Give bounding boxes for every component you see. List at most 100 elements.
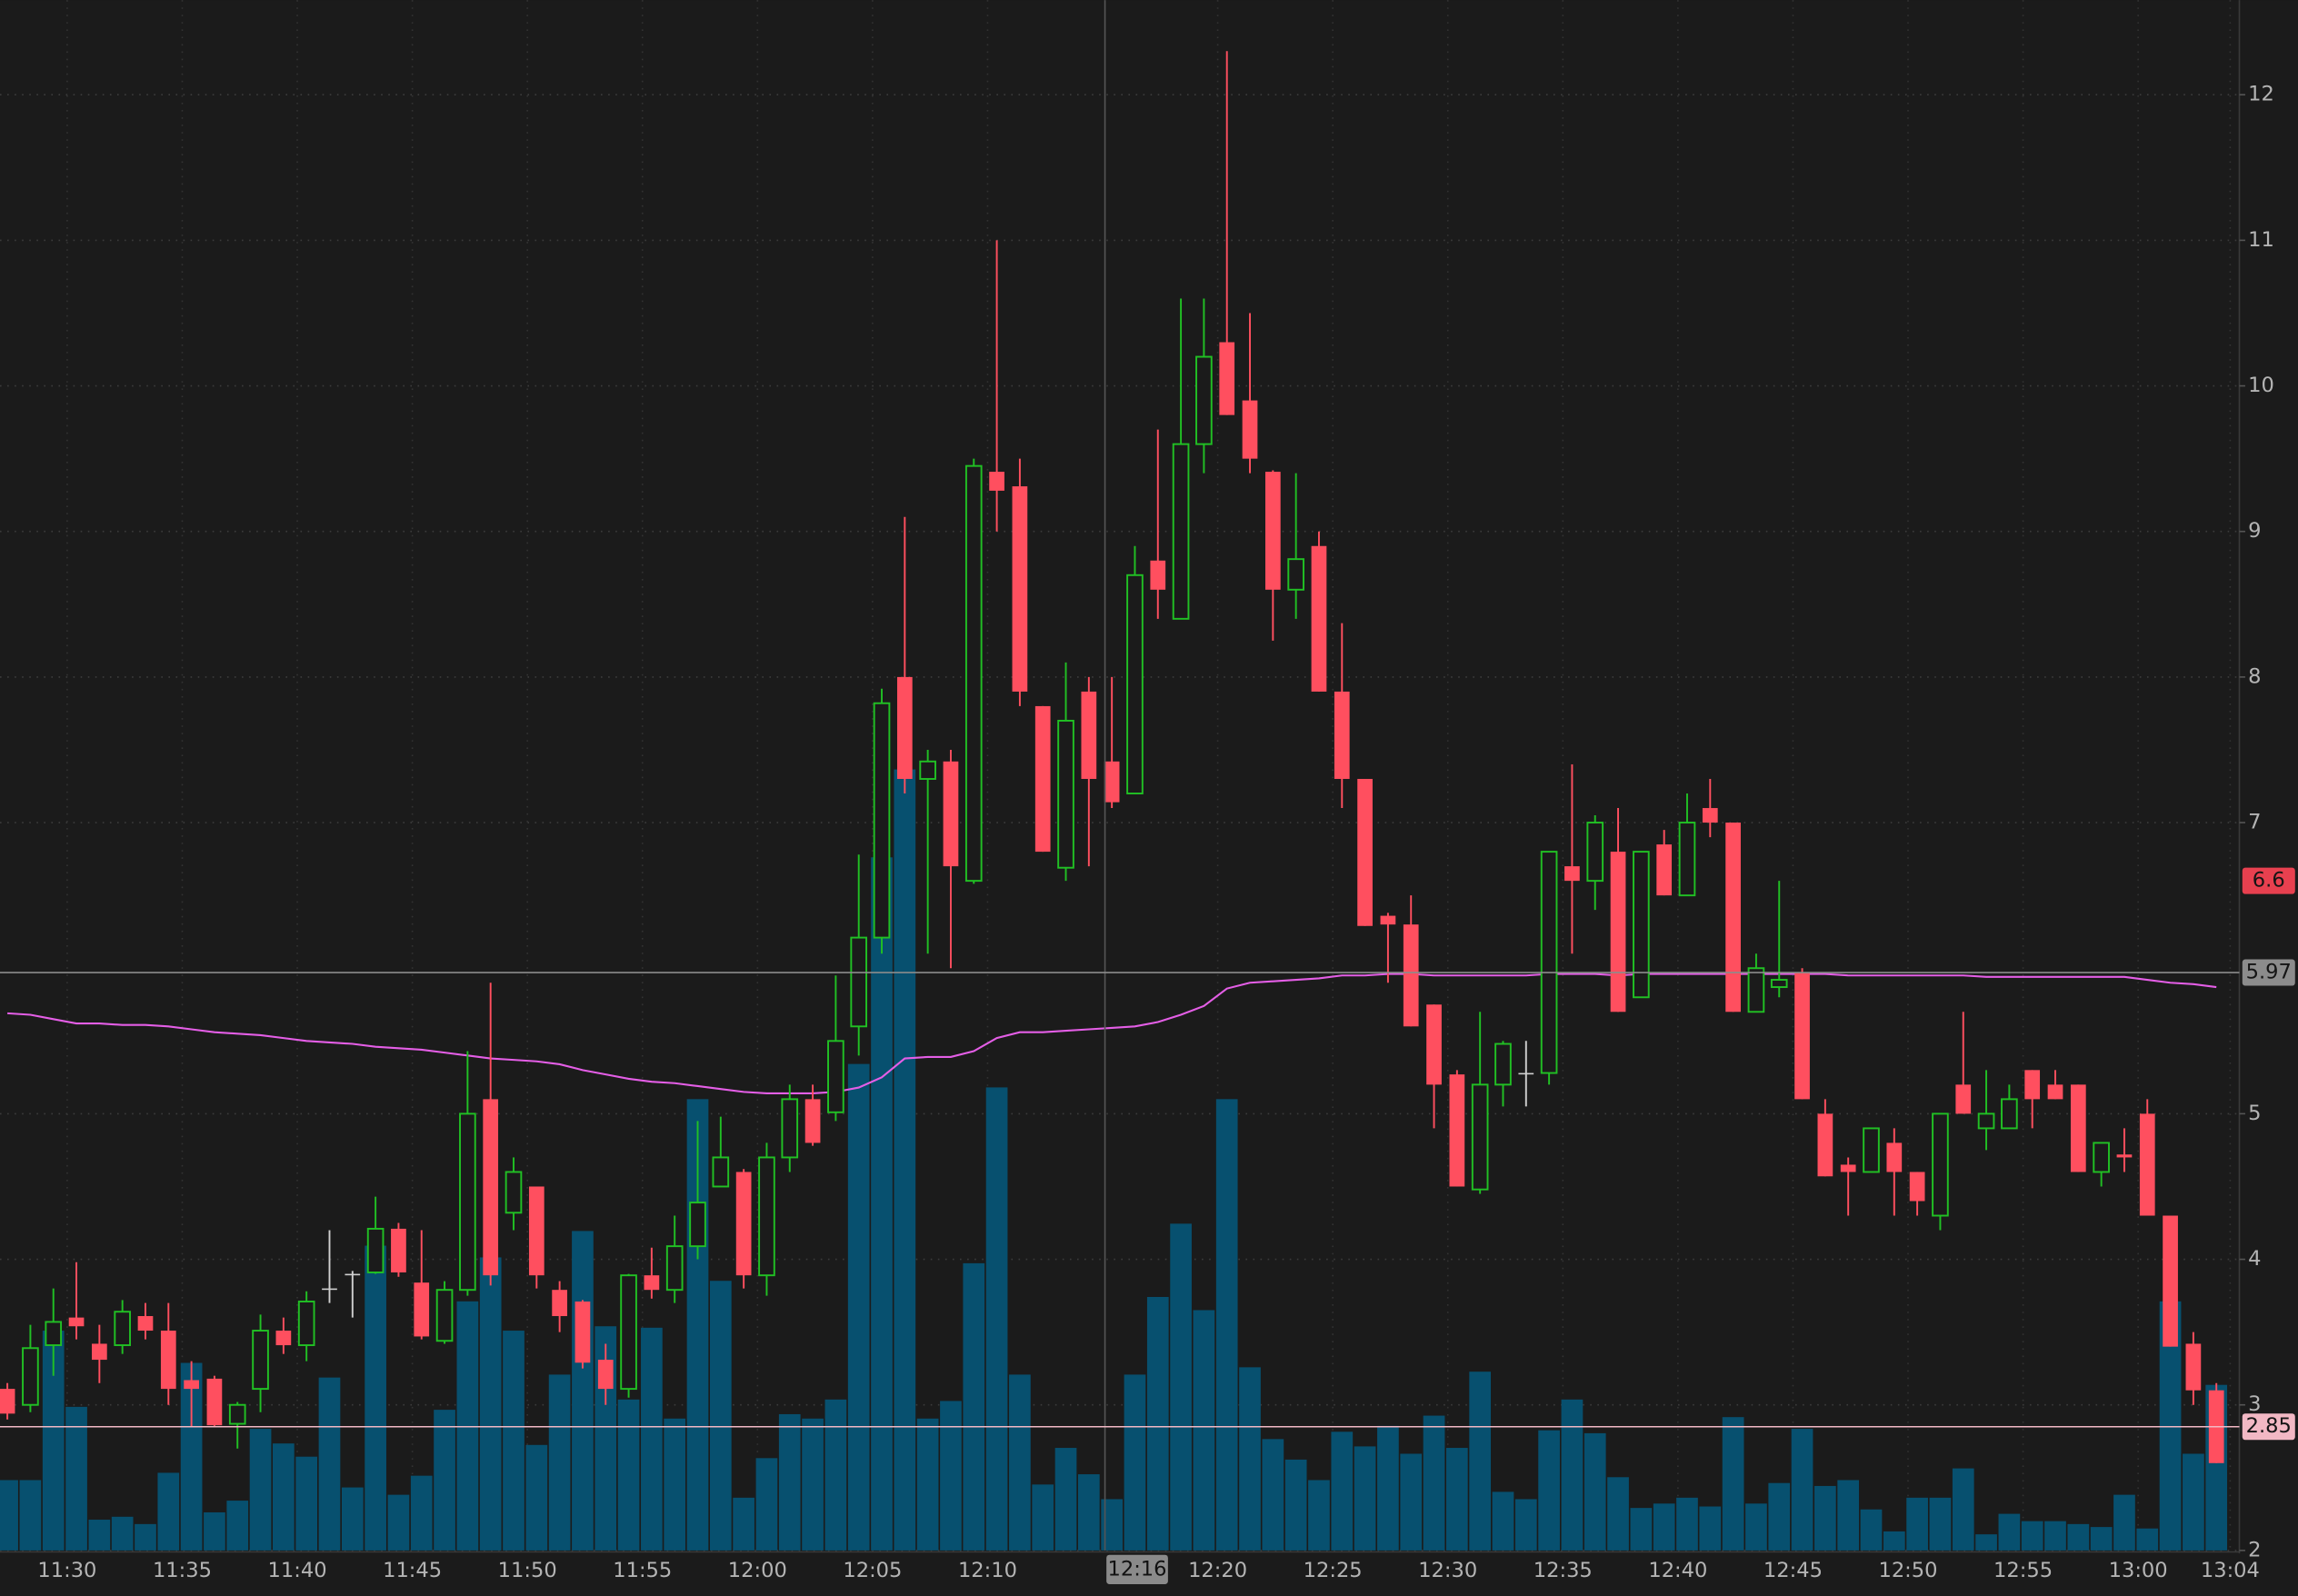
volume-bar <box>1262 1439 1284 1551</box>
volume-bar <box>1308 1480 1330 1551</box>
candle-body <box>1955 1084 1972 1114</box>
volume-bar <box>871 857 893 1551</box>
candle-body <box>528 1186 545 1276</box>
volume-bar <box>1998 1513 2021 1551</box>
y-tick-label: 8 <box>2248 664 2261 688</box>
volume-bar <box>1814 1485 1836 1551</box>
candle-body <box>1678 822 1696 897</box>
candle-body <box>505 1171 523 1214</box>
volume-bar <box>1630 1508 1653 1551</box>
volume-bar <box>2136 1528 2159 1551</box>
candle-body <box>1540 851 1558 1074</box>
candle-body <box>0 1389 15 1414</box>
volume-bar <box>1077 1474 1100 1551</box>
candle-body <box>92 1343 107 1361</box>
candle-body <box>1610 852 1626 1012</box>
volume-bar <box>1929 1497 1952 1551</box>
candle-body <box>1334 691 1350 780</box>
volume-bar <box>1377 1425 1399 1551</box>
candle-body <box>1449 1074 1465 1187</box>
candle-body <box>1863 1127 1880 1173</box>
candle-body <box>1287 558 1304 591</box>
x-tick-label: 12:25 <box>1304 1559 1363 1582</box>
candle-body <box>1126 574 1144 794</box>
x-tick-label: 12:55 <box>1993 1559 2053 1582</box>
candle-body <box>345 1273 361 1276</box>
candle-body <box>322 1288 337 1291</box>
volume-bar <box>1768 1482 1791 1551</box>
candle-body <box>1264 472 1281 590</box>
volume-bar <box>940 1401 962 1551</box>
candle-body <box>459 1112 476 1292</box>
x-tick-label: 12:50 <box>1878 1559 1937 1582</box>
candle-body <box>1034 705 1051 853</box>
volume-bar <box>525 1444 548 1551</box>
volume-bar <box>1469 1372 1492 1551</box>
candle-body <box>712 1156 730 1188</box>
candle-body <box>2024 1070 2041 1100</box>
volume-bar <box>1423 1415 1445 1551</box>
candle-body <box>1656 844 1673 896</box>
volume-bar <box>1215 1099 1238 1551</box>
volume-bar <box>410 1475 433 1551</box>
candle-body <box>1172 443 1190 620</box>
candle-body <box>2163 1215 2178 1347</box>
price-tag-box <box>2242 959 2295 986</box>
candle-body <box>1702 808 1718 823</box>
candle-body <box>574 1302 591 1363</box>
volume-bar <box>1975 1534 1997 1551</box>
price-tag-box <box>2242 867 2295 894</box>
volume-bar <box>1354 1446 1376 1551</box>
candle-body <box>1426 1004 1442 1085</box>
candle-body <box>2185 1343 2202 1391</box>
volume-bar <box>847 1063 870 1551</box>
candle-body <box>1012 486 1028 692</box>
candle-body <box>781 1098 799 1159</box>
volume-bar <box>111 1516 134 1551</box>
volume-bar <box>1791 1429 1813 1551</box>
y-tick-label: 7 <box>2248 811 2261 834</box>
volume-bar <box>135 1523 156 1551</box>
y-tick-label: 10 <box>2248 374 2274 397</box>
volume-bar <box>733 1497 754 1551</box>
candle-body <box>804 1099 821 1143</box>
volume-bar <box>1009 1374 1031 1551</box>
candle-body <box>1357 779 1373 926</box>
volume-bar <box>19 1480 42 1551</box>
volume-bar <box>894 769 916 1551</box>
candle-body <box>435 1289 454 1342</box>
candle-body <box>1494 1042 1512 1086</box>
x-tick-label: 11:45 <box>383 1559 442 1582</box>
candle-body <box>964 464 983 883</box>
candle-body <box>2047 1084 2063 1100</box>
candle-body <box>1057 719 1074 869</box>
volume-bar <box>1699 1506 1722 1551</box>
moving-average-line <box>7 973 2217 1095</box>
x-tick-label: 12:30 <box>1418 1559 1477 1582</box>
volume-bar <box>916 1418 939 1551</box>
volume-bar <box>1032 1484 1054 1551</box>
candle-body <box>896 676 913 780</box>
candle-body <box>2139 1113 2155 1216</box>
candle-body <box>1150 560 1166 590</box>
volume-bar <box>1170 1223 1192 1551</box>
volume-bar <box>341 1487 364 1551</box>
volume-bar <box>802 1418 824 1551</box>
volume-bar <box>2113 1494 2135 1551</box>
x-tick-label: 11:50 <box>498 1559 557 1582</box>
y-tick-label: 5 <box>2248 1102 2261 1125</box>
volume-bar <box>387 1494 410 1551</box>
volume-bar <box>1446 1448 1468 1551</box>
candle-body <box>391 1228 406 1272</box>
candle-body <box>1977 1112 1995 1130</box>
x-tick-label: 11:55 <box>613 1559 672 1582</box>
volume-bar <box>1331 1431 1354 1551</box>
candle-body <box>275 1331 292 1346</box>
candle-body <box>1104 761 1120 803</box>
candle-body <box>1770 979 1788 989</box>
candle-body <box>620 1274 637 1391</box>
candle-body <box>1747 967 1765 1013</box>
volume-bar <box>479 1257 502 1551</box>
x-tick-label: 12:05 <box>843 1559 902 1582</box>
